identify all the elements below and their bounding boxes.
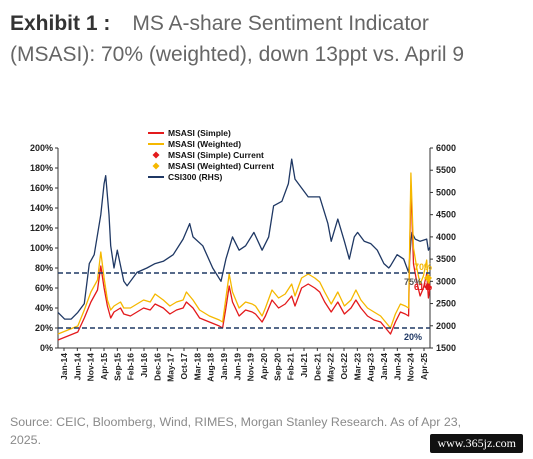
x-tick-label: Mar-23 bbox=[352, 353, 362, 381]
y-left-tick-label: 80% bbox=[35, 263, 53, 273]
x-tick-label: Apr-20 bbox=[259, 353, 269, 380]
y-right-tick-label: 3000 bbox=[436, 276, 456, 286]
exhibit-title: MS A-share Sentiment Indicator (MSASI): … bbox=[10, 12, 465, 66]
watermark: www.365jz.com bbox=[430, 434, 523, 453]
x-tick-label: Aug-18 bbox=[206, 353, 216, 382]
x-tick-label: Feb-21 bbox=[286, 353, 296, 381]
x-tick-label: Nov-14 bbox=[86, 353, 96, 382]
x-tick-label: Apr-15 bbox=[99, 353, 109, 380]
legend-label: MSASI (Simple) bbox=[168, 128, 231, 138]
sentiment-chart: 0% 20% 40% 60% 80% 100% 120% 140% 160% 180% 200% 15… bbox=[30, 128, 456, 382]
x-tick-label: Jul-16 bbox=[139, 353, 149, 378]
x-tick-label: Nov-19 bbox=[246, 353, 256, 382]
x-tick-label: Dec-21 bbox=[312, 353, 322, 381]
exhibit-header: Exhibit 1 : MS A-share Sentiment Indicato… bbox=[10, 8, 510, 70]
reference-line-label: 20% bbox=[404, 332, 422, 342]
y-left-tick-label: 160% bbox=[30, 183, 53, 193]
legend-label: MSASI (Simple) Current bbox=[168, 150, 264, 160]
legend-swatch bbox=[152, 151, 160, 159]
y-right-tick-label: 2500 bbox=[436, 299, 456, 309]
legend-label: CSI300 (RHS) bbox=[168, 172, 222, 182]
csi300-line bbox=[57, 158, 431, 320]
y-right-tick-label: 2000 bbox=[436, 321, 456, 331]
x-tick-label: Jan-14 bbox=[59, 353, 69, 380]
x-tick-label: Aug-23 bbox=[366, 353, 376, 382]
msasi-weighted-line bbox=[57, 172, 431, 335]
y-left-tick-label: 140% bbox=[30, 203, 53, 213]
reference-line-label: 75% bbox=[404, 277, 422, 287]
y-left-tick-label: 20% bbox=[35, 323, 53, 333]
y-right-tick-label: 3500 bbox=[436, 254, 456, 264]
x-tick-label: Mar-18 bbox=[192, 353, 202, 381]
y-right-tick-label: 4000 bbox=[436, 232, 456, 242]
x-tick-label: May-17 bbox=[166, 353, 176, 382]
legend-swatch bbox=[152, 162, 160, 170]
x-tick-label: Sep-15 bbox=[112, 353, 122, 381]
y-right-tick-label: 1500 bbox=[436, 343, 456, 353]
y-left-tick-label: 0% bbox=[40, 343, 53, 353]
y-left-tick-label: 200% bbox=[30, 143, 53, 153]
x-tick-label: Sep-20 bbox=[272, 353, 282, 381]
x-tick-label: Dec-16 bbox=[152, 353, 162, 381]
x-tick-label: Nov-24 bbox=[406, 353, 416, 382]
x-tick-label: Feb-16 bbox=[126, 353, 136, 381]
source-note: Source: CEIC, Bloomberg, Wind, RIMES, Mo… bbox=[10, 415, 462, 447]
x-tick-label: Jul-21 bbox=[299, 353, 309, 378]
exhibit-label: Exhibit 1 : bbox=[10, 12, 111, 35]
y-right-tick-label: 5000 bbox=[436, 187, 456, 197]
x-tick-label: Jun-14 bbox=[72, 353, 82, 381]
y-left-tick-label: 100% bbox=[30, 243, 53, 253]
x-tick-label: Jun-19 bbox=[232, 353, 242, 381]
x-tick-label: Jan-19 bbox=[219, 353, 229, 380]
x-tick-label: Oct-17 bbox=[179, 353, 189, 380]
x-tick-label: Oct-22 bbox=[339, 353, 349, 380]
y-left-tick-label: 60% bbox=[35, 283, 53, 293]
x-tick-label: Apr-25 bbox=[419, 353, 429, 380]
msasi-simple-current-marker bbox=[424, 283, 432, 291]
x-tick-label: Jun-24 bbox=[392, 353, 402, 381]
y-left-tick-label: 40% bbox=[35, 303, 53, 313]
annotation-weighted-value: 70% bbox=[414, 262, 432, 272]
legend-label: MSASI (Weighted) bbox=[168, 139, 241, 149]
x-tick-label: May-22 bbox=[326, 353, 336, 382]
annotation-simple-value: 61% bbox=[414, 282, 432, 292]
msasi-weighted-current-marker bbox=[424, 274, 432, 282]
y-right-tick-label: 6000 bbox=[436, 143, 456, 153]
y-left-tick-label: 120% bbox=[30, 223, 53, 233]
y-left-tick-label: 180% bbox=[30, 163, 53, 173]
msasi-simple-line bbox=[57, 185, 431, 341]
y-right-tick-label: 4500 bbox=[436, 210, 456, 220]
legend-label: MSASI (Weighted) Current bbox=[168, 161, 274, 171]
x-tick-label: Jan-24 bbox=[379, 353, 389, 380]
y-right-tick-label: 5500 bbox=[436, 165, 456, 175]
